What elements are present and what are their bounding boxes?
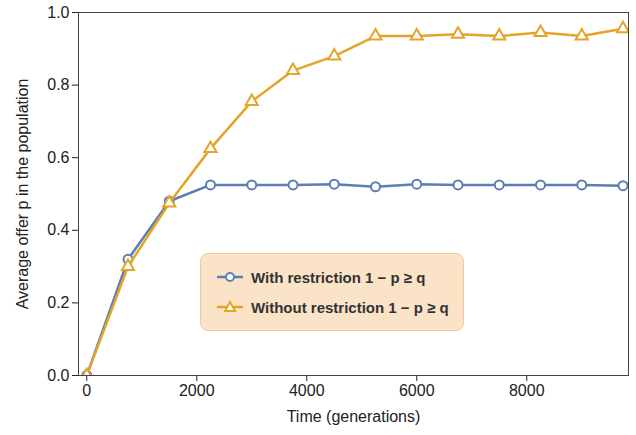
svg-text:0.4: 0.4 [47,221,69,238]
svg-text:8000: 8000 [509,382,545,399]
svg-text:1.0: 1.0 [47,4,69,21]
svg-text:0: 0 [82,382,91,399]
svg-text:Time (generations): Time (generations) [287,408,421,425]
svg-text:6000: 6000 [399,382,435,399]
svg-text:0.2: 0.2 [47,294,69,311]
html-text:Without restriction 1 − p ≥ q: Without restriction 1 − p ≥ q [251,298,449,316]
svg-text:0.8: 0.8 [47,76,69,93]
svg-text:4000: 4000 [289,382,325,399]
svg-text:2000: 2000 [179,382,215,399]
svg-text:Average offer p in the populat: Average offer p in the population [14,79,31,310]
svg-text:0.0: 0.0 [47,367,69,384]
html-text:With restriction 1 − p ≥ q: With restriction 1 − p ≥ q [251,268,426,286]
svg-text:0.6: 0.6 [47,149,69,166]
